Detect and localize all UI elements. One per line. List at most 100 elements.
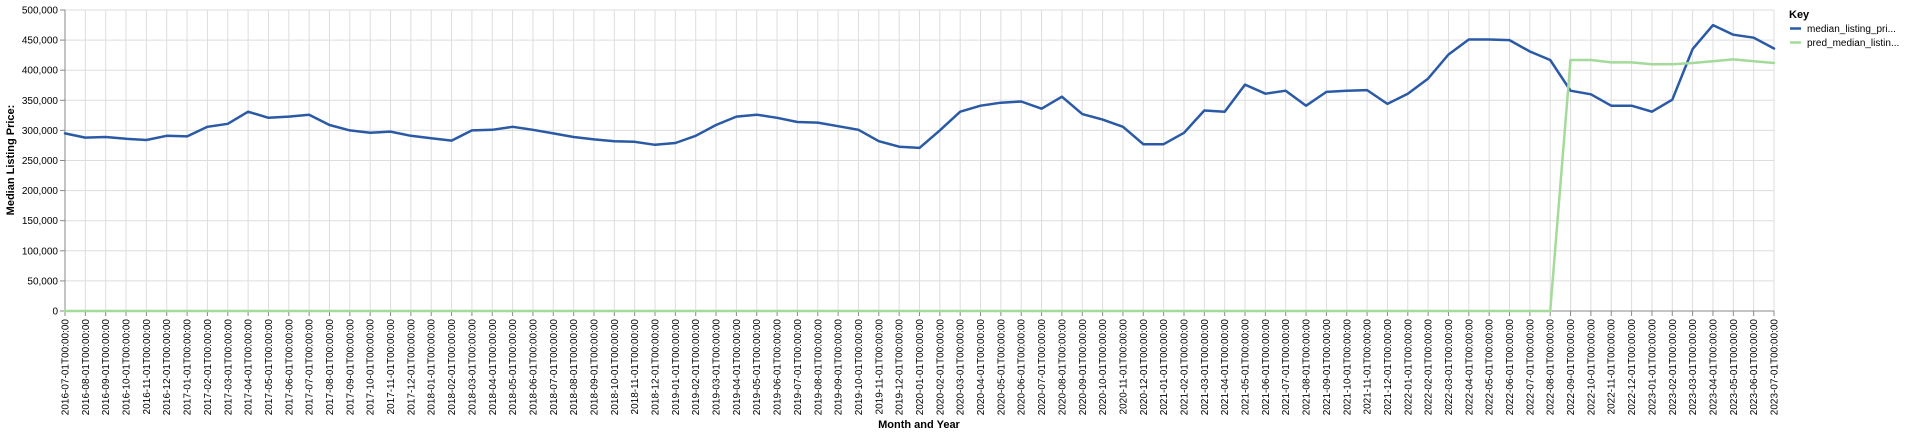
x-tick-label: 2022-01-01T00:00:00 bbox=[1403, 319, 1414, 416]
x-tick-label: 2019-04-01T00:00:00 bbox=[732, 319, 743, 416]
x-tick-label: 2021-11-01T00:00:00 bbox=[1363, 319, 1374, 415]
x-tick-label: 2021-04-01T00:00:00 bbox=[1220, 319, 1231, 416]
x-tick-label: 2022-03-01T00:00:00 bbox=[1444, 319, 1455, 416]
x-axis-title: Month and Year bbox=[878, 419, 960, 431]
x-tick-label: 2017-02-01T00:00:00 bbox=[203, 319, 214, 416]
x-tick-label: 2022-02-01T00:00:00 bbox=[1424, 319, 1435, 416]
x-tick-label: 2020-08-01T00:00:00 bbox=[1057, 319, 1068, 416]
x-tick-label: 2020-04-01T00:00:00 bbox=[976, 319, 987, 416]
y-tick-label: 500,000 bbox=[22, 6, 59, 17]
x-tick-label: 2018-10-01T00:00:00 bbox=[610, 319, 621, 416]
series-line-2 bbox=[63, 58, 1776, 313]
legend-title: Key bbox=[1789, 9, 1810, 21]
y-tick-label: 150,000 bbox=[22, 216, 59, 227]
x-tick-label: 2021-12-01T00:00:00 bbox=[1383, 319, 1394, 416]
x-tick-label: 2020-01-01T00:00:00 bbox=[915, 319, 926, 416]
x-tick-label: 2019-03-01T00:00:00 bbox=[712, 319, 723, 416]
x-tick-label: 2020-06-01T00:00:00 bbox=[1017, 319, 1028, 416]
x-tick-label: 2018-08-01T00:00:00 bbox=[569, 319, 580, 416]
x-tick-label: 2021-07-01T00:00:00 bbox=[1281, 319, 1292, 416]
x-tick-label: 2017-09-01T00:00:00 bbox=[345, 319, 356, 416]
x-tick-label: 2019-12-01T00:00:00 bbox=[895, 319, 906, 416]
x-tick-label: 2017-05-01T00:00:00 bbox=[264, 319, 275, 416]
x-tick-label: 2017-03-01T00:00:00 bbox=[223, 319, 234, 416]
y-tick-label: 0 bbox=[52, 307, 58, 318]
legend-items: median_listing_pri... pred_median_listin.… bbox=[1790, 24, 1899, 49]
y-tick-label: 300,000 bbox=[22, 126, 59, 137]
x-tick-label: 2016-12-01T00:00:00 bbox=[162, 319, 173, 416]
x-tick-label: 2023-02-01T00:00:00 bbox=[1668, 319, 1679, 416]
x-tick-label: 2022-10-01T00:00:00 bbox=[1586, 319, 1597, 416]
x-tick-label: 2021-08-01T00:00:00 bbox=[1302, 319, 1313, 416]
y-tick-label: 50,000 bbox=[27, 276, 58, 287]
x-tick-label: 2016-08-01T00:00:00 bbox=[81, 319, 92, 416]
x-tick-label: 2021-01-01T00:00:00 bbox=[1159, 319, 1170, 416]
x-tick-label: 2019-11-01T00:00:00 bbox=[874, 319, 885, 415]
x-tick-label: 2022-09-01T00:00:00 bbox=[1566, 319, 1577, 416]
x-tick-label: 2018-09-01T00:00:00 bbox=[589, 319, 600, 416]
y-tick-label: 200,000 bbox=[22, 186, 59, 197]
x-tick-label: 2018-05-01T00:00:00 bbox=[508, 319, 519, 416]
x-tick-label: 2019-08-01T00:00:00 bbox=[813, 319, 824, 416]
x-tick-label: 2022-06-01T00:00:00 bbox=[1505, 319, 1516, 416]
x-tick-label: 2021-09-01T00:00:00 bbox=[1322, 319, 1333, 416]
x-tick-label: 2020-10-01T00:00:00 bbox=[1098, 319, 1109, 416]
x-tick-label: 2019-07-01T00:00:00 bbox=[793, 319, 804, 416]
x-tick-label: 2018-02-01T00:00:00 bbox=[447, 319, 458, 416]
x-tick-label: 2020-02-01T00:00:00 bbox=[935, 319, 946, 416]
x-tick-label: 2016-11-01T00:00:00 bbox=[142, 319, 153, 415]
x-tick-label: 2023-04-01T00:00:00 bbox=[1708, 319, 1719, 416]
x-tick-label: 2019-02-01T00:00:00 bbox=[691, 319, 702, 416]
y-tick-label: 100,000 bbox=[22, 246, 59, 257]
y-tick-label: 350,000 bbox=[22, 96, 59, 107]
y-tick-label: 250,000 bbox=[22, 156, 59, 167]
x-tick-label: 2021-06-01T00:00:00 bbox=[1261, 319, 1272, 416]
x-tick-label: 2020-07-01T00:00:00 bbox=[1037, 319, 1048, 416]
x-tick-label: 2021-05-01T00:00:00 bbox=[1241, 319, 1252, 416]
x-tick-label: 2023-06-01T00:00:00 bbox=[1749, 319, 1760, 416]
y-axis: 0 50,000 100,000 150,000 200,000 250,000 300,0… bbox=[22, 6, 66, 318]
series-lines bbox=[63, 23, 1776, 313]
x-tick-label: 2023-03-01T00:00:00 bbox=[1688, 319, 1699, 416]
x-tick-label: 2022-04-01T00:00:00 bbox=[1464, 319, 1475, 416]
x-tick-label: 2017-08-01T00:00:00 bbox=[325, 319, 336, 416]
x-tick-label: 2016-10-01T00:00:00 bbox=[122, 319, 133, 416]
x-tick-label: 2020-11-01T00:00:00 bbox=[1118, 319, 1129, 415]
x-tick-label: 2023-05-01T00:00:00 bbox=[1729, 319, 1740, 416]
x-axis: 2016-07-01T00:00:00 2016-08-01T00:00:00 20… bbox=[61, 310, 1781, 416]
x-tick-label: 2018-07-01T00:00:00 bbox=[549, 319, 560, 416]
legend-label: median_listing_pri... bbox=[1807, 24, 1896, 35]
x-tick-label: 2018-01-01T00:00:00 bbox=[427, 319, 438, 416]
x-tick-label: 2017-10-01T00:00:00 bbox=[366, 319, 377, 416]
x-tick-label: 2018-12-01T00:00:00 bbox=[651, 319, 662, 416]
x-tick-label: 2016-09-01T00:00:00 bbox=[101, 319, 112, 416]
x-tick-label: 2020-05-01T00:00:00 bbox=[996, 319, 1007, 416]
x-tick-label: 2018-03-01T00:00:00 bbox=[467, 319, 478, 416]
x-tick-label: 2022-05-01T00:00:00 bbox=[1485, 319, 1496, 416]
y-tick-label: 400,000 bbox=[22, 66, 59, 77]
legend: Key median_listing_pri... pred_median_lis… bbox=[1789, 9, 1899, 49]
x-tick-label: 2019-01-01T00:00:00 bbox=[671, 319, 682, 416]
legend-label: pred_median_listin... bbox=[1807, 38, 1899, 49]
x-tick-label: 2022-07-01T00:00:00 bbox=[1525, 319, 1536, 416]
x-tick-label: 2022-12-01T00:00:00 bbox=[1627, 319, 1638, 416]
x-tick-label: 2021-10-01T00:00:00 bbox=[1342, 319, 1353, 416]
x-tick-label: 2019-06-01T00:00:00 bbox=[773, 319, 784, 416]
x-tick-label: 2017-06-01T00:00:00 bbox=[284, 319, 295, 416]
x-tick-label: 2017-11-01T00:00:00 bbox=[386, 319, 397, 415]
x-tick-label: 2020-12-01T00:00:00 bbox=[1139, 319, 1150, 416]
x-tick-label: 2022-08-01T00:00:00 bbox=[1546, 319, 1557, 416]
x-tick-label: 2020-09-01T00:00:00 bbox=[1078, 319, 1089, 416]
y-tick-label: 450,000 bbox=[22, 36, 59, 47]
x-tick-label: 2017-12-01T00:00:00 bbox=[406, 319, 417, 416]
x-tick-label: 2018-11-01T00:00:00 bbox=[630, 319, 641, 415]
x-tick-label: 2017-04-01T00:00:00 bbox=[244, 319, 255, 416]
series-line-1 bbox=[63, 23, 1776, 150]
x-tick-label: 2018-06-01T00:00:00 bbox=[528, 319, 539, 416]
x-tick-label: 2023-01-01T00:00:00 bbox=[1647, 319, 1658, 416]
x-tick-label: 2023-07-01T00:00:00 bbox=[1770, 319, 1781, 416]
x-tick-label: 2019-09-01T00:00:00 bbox=[834, 319, 845, 416]
x-tick-label: 2021-03-01T00:00:00 bbox=[1200, 319, 1211, 416]
x-tick-label: 2017-01-01T00:00:00 bbox=[183, 319, 194, 416]
